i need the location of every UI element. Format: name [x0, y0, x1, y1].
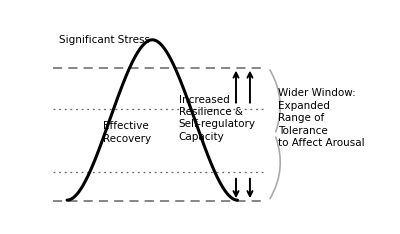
Text: Significant Stress: Significant Stress [59, 35, 150, 45]
Text: Effective
Recovery: Effective Recovery [103, 121, 151, 144]
Text: Wider Window:
Expanded
Range of
Tolerance
to Affect Arousal: Wider Window: Expanded Range of Toleranc… [278, 88, 364, 148]
Text: Increased
Resilience &
Self-regulatory
Capacity: Increased Resilience & Self-regulatory C… [179, 95, 256, 142]
